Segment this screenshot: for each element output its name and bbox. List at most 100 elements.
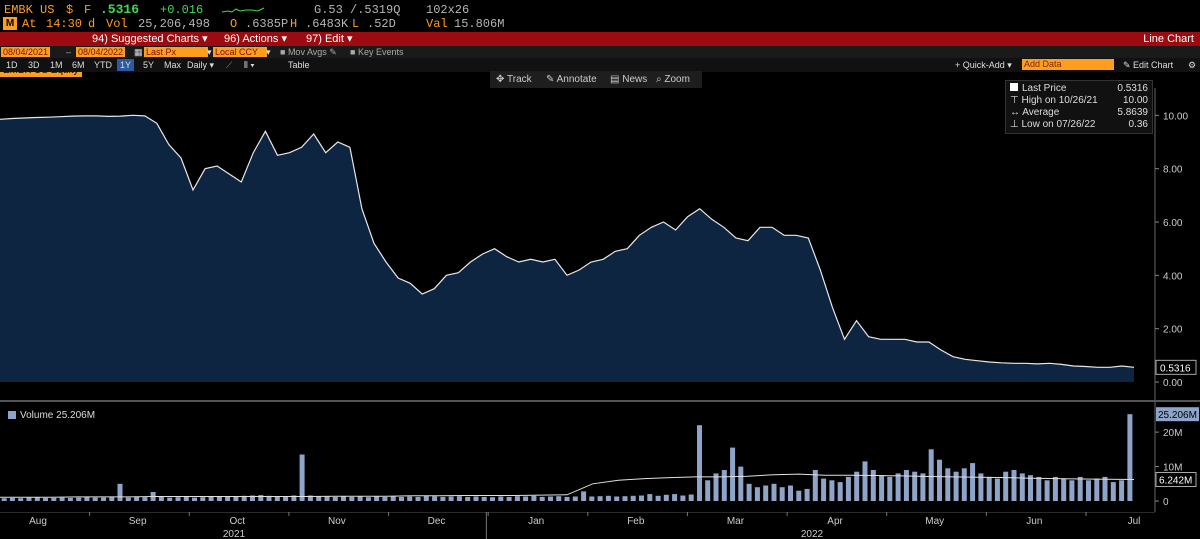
- volume-bar: [523, 496, 529, 501]
- panel-divider[interactable]: [0, 400, 1200, 402]
- volume-bar: [978, 473, 984, 501]
- volume-bar: [1019, 473, 1025, 501]
- volume-bar: [746, 483, 752, 501]
- volume-chart[interactable]: 0 10M 20M 25.206M 6.242M: [0, 402, 1200, 512]
- volume-bar: [341, 496, 346, 501]
- val-label: Val: [426, 17, 448, 31]
- volume-bar: [779, 487, 785, 501]
- volume-bar: [67, 497, 73, 501]
- legend-last-price: Last Price: [1010, 82, 1066, 95]
- volume-bar: [1069, 480, 1075, 501]
- currency-dropdown-icon[interactable]: ▾: [266, 47, 271, 57]
- key-events-toggle[interactable]: ■ Key Events: [350, 47, 404, 57]
- volume-bar: [1036, 476, 1042, 501]
- volume-bar: [382, 496, 388, 501]
- suggested-charts-menu[interactable]: 94) Suggested Charts ▾: [92, 33, 208, 45]
- volume-bar: [1086, 480, 1091, 501]
- bid-ask-size: 102x26: [426, 3, 470, 17]
- end-date-field[interactable]: 08/04/2022: [76, 47, 126, 57]
- market-icon[interactable]: M: [3, 17, 17, 30]
- volume-bar: [862, 461, 868, 501]
- volume-bar: [167, 497, 173, 501]
- volume-bar: [1094, 478, 1100, 501]
- volume-bar: [639, 495, 644, 501]
- annotate-icon: ✎: [546, 74, 555, 85]
- volume-bar: [59, 497, 65, 501]
- time-label: At: [22, 17, 37, 31]
- volume-bar: [158, 496, 164, 501]
- volume-bar: [556, 496, 562, 501]
- vol-label: Vol: [106, 17, 128, 31]
- volume-bar: [986, 476, 992, 501]
- track-button[interactable]: ✥ Track: [496, 74, 532, 85]
- year-label-2022: 2022: [801, 529, 824, 539]
- volume-bar: [266, 495, 272, 501]
- calendar-icon[interactable]: ▦: [134, 47, 143, 57]
- x-tick-label: Jul: [1128, 516, 1141, 527]
- currency-select[interactable]: Local CCY: [213, 47, 267, 57]
- x-tick-label: Oct: [229, 516, 245, 527]
- edit-chart-button[interactable]: ✎ Edit Chart: [1123, 60, 1174, 70]
- edit-menu[interactable]: 97) Edit ▾: [306, 33, 353, 45]
- volume-bar: [332, 496, 338, 501]
- legend-average: ↔ Average: [1010, 107, 1060, 118]
- price-y-tick-label: 6.00: [1163, 218, 1183, 229]
- settings-gear-icon[interactable]: ⚙: [1188, 60, 1197, 70]
- start-date-field[interactable]: 08/04/2021: [1, 47, 51, 57]
- range-6m[interactable]: 6M: [72, 60, 85, 70]
- volume-bar: [961, 468, 967, 501]
- range-1y[interactable]: 1Y: [117, 59, 135, 71]
- volume-bar: [597, 496, 603, 501]
- volume-bar: [432, 496, 438, 501]
- volume-bar: [614, 496, 620, 501]
- range-max[interactable]: Max: [164, 60, 182, 70]
- avg-volume-tag: [1155, 472, 1197, 488]
- volume-bar: [490, 497, 495, 501]
- volume-bar: [241, 495, 247, 501]
- news-button[interactable]: ▤ News: [610, 74, 648, 85]
- legend-average-value: 5.8639: [1117, 107, 1148, 118]
- line-chart-icon[interactable]: ⟋: [226, 60, 233, 70]
- legend-low: ⊥ Low on 07/26/22: [1010, 119, 1096, 130]
- volume-bar: [233, 496, 239, 501]
- actions-menu[interactable]: 96) Actions ▾: [224, 33, 287, 45]
- range-3d[interactable]: 3D: [28, 60, 40, 70]
- zoom-button[interactable]: ⌕ Zoom: [656, 74, 690, 85]
- price-y-tick-label: 4.00: [1163, 271, 1183, 282]
- volume-bar: [1110, 482, 1116, 501]
- field-dropdown-icon[interactable]: ▾: [207, 47, 212, 57]
- volume-bar: [506, 496, 512, 501]
- range-1m[interactable]: 1M: [50, 60, 63, 70]
- year-label-2021: 2021: [223, 529, 246, 539]
- annotate-button[interactable]: ✎ Annotate: [546, 74, 597, 85]
- range-1d[interactable]: 1D: [6, 60, 18, 70]
- volume-bar: [399, 496, 404, 501]
- volume-bar: [307, 495, 313, 501]
- price-change: +0.016: [160, 3, 204, 17]
- quote-time: 14:30: [46, 17, 83, 31]
- avg-volume-tag-label: 6.242M: [1159, 476, 1192, 487]
- volume-bar: [175, 497, 181, 501]
- periodicity-select[interactable]: Daily ▾: [187, 60, 215, 70]
- volume-bar: [1, 498, 7, 501]
- currency: $: [66, 3, 74, 17]
- last-volume-tag: [1156, 407, 1199, 422]
- add-data-input[interactable]: Add Data: [1022, 59, 1114, 70]
- bar-chart-icon[interactable]: ⫴ ▾: [244, 60, 255, 70]
- table-button[interactable]: Table: [288, 60, 310, 70]
- volume-bar: [1044, 480, 1050, 501]
- volume-bar: [796, 490, 802, 501]
- volume-bar: [225, 496, 231, 501]
- field-select[interactable]: Last Px: [144, 47, 208, 57]
- volume-bar: [605, 495, 611, 501]
- range-5y[interactable]: 5Y: [143, 60, 155, 70]
- volume-bar: [1052, 476, 1058, 501]
- mov-avgs-toggle[interactable]: ■ Mov Avgs ✎: [280, 47, 337, 57]
- quick-add-button[interactable]: + Quick-Add ▾: [955, 60, 1012, 70]
- volume-bar: [705, 480, 711, 501]
- volume-bar: [1003, 471, 1009, 501]
- volume-bar: [589, 496, 595, 501]
- x-tick-label: Mar: [727, 516, 745, 527]
- range-ytd[interactable]: YTD: [94, 60, 112, 70]
- price-chart[interactable]: 10.00 8.00 6.00 4.00 2.00 0.00 0.5316: [0, 88, 1200, 400]
